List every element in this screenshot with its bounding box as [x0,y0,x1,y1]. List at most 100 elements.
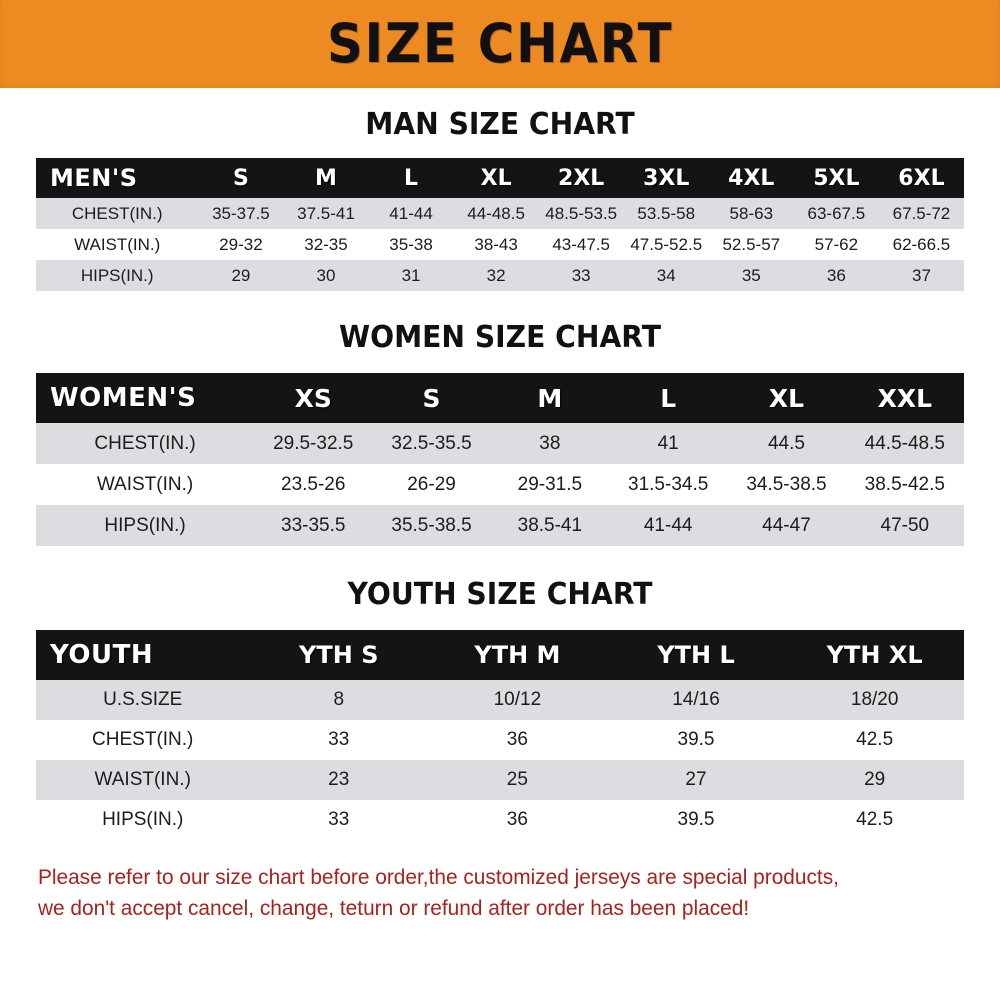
measurement-cell: 36 [428,720,607,760]
measurement-cell: 35-37.5 [198,198,284,229]
measurement-cell: 34.5-38.5 [727,464,846,505]
row-label: HIPS(IN.) [36,505,255,546]
table-header-size: YTH S [249,630,429,680]
measurement-cell: 10/12 [428,680,607,720]
measurement-cell: 30 [283,260,369,291]
row-label: WAIST(IN.) [36,464,255,505]
measurement-cell: 37.5-41 [283,198,369,229]
chart-content: MAN SIZE CHART MEN'S S M L XL 2XL 3XL 4XL 5XL 6XL… [0,88,1000,1000]
table-header-size: S [372,373,491,423]
measurement-cell: 67.5-72 [878,198,964,229]
measurement-cell: 42.5 [785,720,964,760]
table-header-size: 3XL [623,158,709,198]
measurement-cell: 18/20 [785,680,964,720]
measurement-cell: 36 [428,800,607,840]
measurement-cell: 29-32 [198,229,284,260]
row-label: WAIST(IN.) [36,760,250,800]
table-header-row: MEN'S S M L XL 2XL 3XL 4XL 5XL 6XL [36,158,964,198]
man-section-title: MAN SIZE CHART [365,107,635,142]
measurement-cell: 29-31.5 [490,464,610,505]
measurement-cell: 62-66.5 [878,229,964,260]
table-row: CHEST(IN.) 29.5-32.5 32.5-35.5 38 41 44.5 44.5… [36,423,964,464]
measurement-cell: 34 [623,260,709,291]
table-header-size: L [368,158,454,198]
measurement-cell: 32-35 [283,229,369,260]
measurement-cell: 31 [368,260,454,291]
measurement-cell: 36 [793,260,879,291]
measurement-cell: 41-44 [368,198,454,229]
measurement-cell: 42.5 [785,800,964,840]
row-label: WAIST(IN.) [36,229,199,260]
measurement-cell: 31.5-34.5 [609,464,728,505]
table-row: HIPS(IN.) 33 36 39.5 42.5 [36,800,964,840]
measurement-cell: 33 [249,720,429,760]
measurement-cell: 43-47.5 [538,229,624,260]
women-size-table: WOMEN'S XS S M L XL XXL CHEST(IN.) 29.5-32.5 32.… [36,373,964,546]
table-header-label: MEN'S [36,158,199,198]
measurement-cell: 39.5 [606,800,786,840]
table-header-label: WOMEN'S [36,373,255,423]
table-header-size: YTH XL [785,630,964,680]
row-label: HIPS(IN.) [36,260,199,291]
measurement-cell: 8 [249,680,429,720]
order-policy-note: Please refer to our size chart before or… [36,862,936,924]
measurement-cell: 32.5-35.5 [372,423,491,464]
table-header-size: L [609,373,728,423]
measurement-cell: 14/16 [606,680,786,720]
table-header-size: XL [453,158,539,198]
measurement-cell: 38.5-41 [490,505,610,546]
measurement-cell: 29.5-32.5 [254,423,373,464]
order-policy-line-1: Please refer to our size chart before or… [37,865,839,889]
row-label: HIPS(IN.) [36,800,250,840]
measurement-cell: 33-35.5 [254,505,373,546]
table-row: U.S.SIZE 8 10/12 14/16 18/20 [36,680,964,720]
measurement-cell: 33 [538,260,624,291]
table-header-size: XS [254,373,373,423]
table-row: CHEST(IN.) 35-37.5 37.5-41 41-44 44-48.5 48.5… [36,198,964,229]
measurement-cell: 35 [708,260,794,291]
table-row: WAIST(IN.) 23 25 27 29 [36,760,964,800]
measurement-cell: 37 [878,260,964,291]
measurement-cell: 29 [785,760,964,800]
table-header-size: 2XL [538,158,624,198]
youth-section-title: YOUTH SIZE CHART [347,577,653,612]
measurement-cell: 44.5-48.5 [845,423,964,464]
measurement-cell: 57-62 [793,229,879,260]
table-header-row: WOMEN'S XS S M L XL XXL [36,373,964,423]
row-label: CHEST(IN.) [36,720,250,760]
measurement-cell: 44-48.5 [453,198,539,229]
table-header-size: S [198,158,284,198]
man-table-head: MEN'S S M L XL 2XL 3XL 4XL 5XL 6XL [36,158,964,198]
table-header-size: 5XL [793,158,879,198]
measurement-cell: 33 [249,800,429,840]
page-banner: SIZE CHART [0,0,1000,88]
table-row: HIPS(IN.) 29 30 31 32 33 34 35 36 37 [36,260,964,291]
measurement-cell: 38 [490,423,610,464]
measurement-cell: 35.5-38.5 [372,505,491,546]
table-header-size: YTH L [606,630,786,680]
table-header-row: YOUTH YTH S YTH M YTH L YTH XL [36,630,964,680]
man-table-body: CHEST(IN.) 35-37.5 37.5-41 41-44 44-48.5 48.5… [36,198,964,291]
row-label: U.S.SIZE [36,680,250,720]
measurement-cell: 25 [428,760,607,800]
measurement-cell: 53.5-58 [623,198,709,229]
man-size-table: MEN'S S M L XL 2XL 3XL 4XL 5XL 6XL CHEST(IN.) 35-3… [36,158,964,291]
measurement-cell: 38.5-42.5 [845,464,964,505]
women-table-head: WOMEN'S XS S M L XL XXL [36,373,964,423]
table-header-size: M [490,373,610,423]
table-header-label: YOUTH [36,630,250,680]
measurement-cell: 44.5 [727,423,846,464]
page-title: SIZE CHART [326,12,674,75]
table-header-size: XXL [845,373,964,423]
measurement-cell: 63-67.5 [793,198,879,229]
table-header-size: M [283,158,369,198]
measurement-cell: 44-47 [727,505,846,546]
table-header-size: 4XL [708,158,794,198]
table-row: CHEST(IN.) 33 36 39.5 42.5 [36,720,964,760]
table-row: HIPS(IN.) 33-35.5 35.5-38.5 38.5-41 41-44 44-… [36,505,964,546]
table-row: WAIST(IN.) 29-32 32-35 35-38 38-43 43-47.5 47.… [36,229,964,260]
measurement-cell: 38-43 [453,229,539,260]
youth-size-table: YOUTH YTH S YTH M YTH L YTH XL U.S.SIZE 8 10/1… [36,630,964,840]
women-table-body: CHEST(IN.) 29.5-32.5 32.5-35.5 38 41 44.5 44.5… [36,423,964,546]
